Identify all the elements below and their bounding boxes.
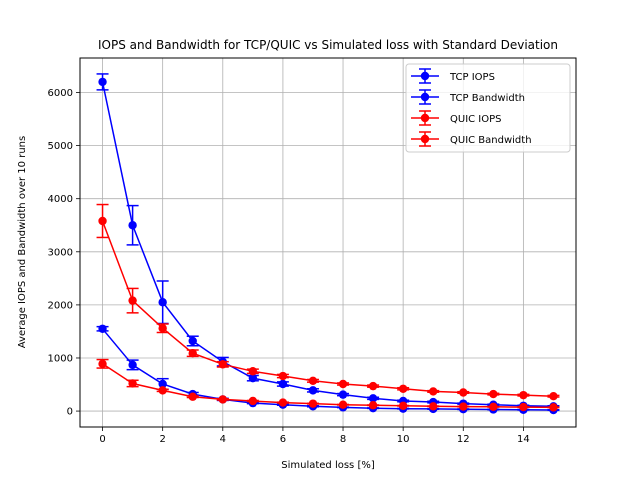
data-point bbox=[338, 379, 348, 389]
data-point bbox=[459, 388, 468, 397]
legend-label: QUIC Bandwidth bbox=[450, 135, 532, 146]
series-line bbox=[101, 328, 554, 411]
data-point bbox=[308, 386, 318, 395]
series-tcp-bandwidth bbox=[96, 324, 560, 415]
data-point bbox=[98, 359, 107, 369]
legend-entry: QUIC Bandwidth bbox=[411, 131, 532, 147]
x-tick-label: 6 bbox=[280, 434, 286, 445]
data-point bbox=[248, 373, 258, 383]
series-layer bbox=[96, 73, 560, 415]
data-point bbox=[489, 389, 498, 399]
data-point bbox=[278, 379, 288, 389]
axes-frame bbox=[79, 57, 577, 428]
legend-entry: QUIC IOPS bbox=[411, 110, 502, 126]
legend-entry: TCP IOPS bbox=[411, 68, 495, 84]
data-point bbox=[128, 296, 137, 305]
data-point bbox=[368, 394, 378, 403]
series-line bbox=[102, 363, 554, 409]
y-tick-label: 5000 bbox=[48, 141, 73, 152]
data-point bbox=[98, 324, 107, 333]
data-point bbox=[549, 403, 558, 412]
data-point bbox=[459, 402, 468, 411]
y-tick-label: 6000 bbox=[48, 88, 73, 99]
data-point bbox=[158, 386, 167, 395]
data-point bbox=[429, 402, 438, 411]
data-point bbox=[158, 298, 167, 307]
legend-marker bbox=[420, 134, 430, 144]
legend-marker bbox=[420, 71, 430, 81]
data-point bbox=[368, 401, 378, 410]
data-point bbox=[188, 392, 197, 401]
data-point bbox=[308, 399, 318, 408]
data-point bbox=[338, 390, 348, 399]
data-point bbox=[128, 360, 137, 370]
legend-marker bbox=[420, 92, 430, 102]
x-tick-label: 14 bbox=[517, 434, 530, 445]
data-point bbox=[188, 336, 197, 346]
legend-box bbox=[405, 63, 571, 153]
series-quic-iops bbox=[96, 203, 560, 401]
x-tick-label: 4 bbox=[220, 434, 226, 445]
y-tick-label: 1000 bbox=[48, 353, 73, 364]
data-point bbox=[128, 379, 137, 388]
data-point bbox=[368, 381, 378, 391]
data-point bbox=[429, 387, 438, 396]
series-line bbox=[101, 81, 554, 408]
data-point bbox=[158, 379, 167, 389]
x-tick-label: 12 bbox=[457, 434, 470, 445]
legend: TCP IOPS TCP Bandwidth QUIC IOPS QUIC Bandw… bbox=[405, 63, 571, 153]
y-tick-label: 3000 bbox=[48, 247, 73, 258]
data-point bbox=[398, 401, 408, 410]
x-tick-label: 0 bbox=[99, 434, 105, 445]
data-point bbox=[338, 400, 348, 409]
data-point bbox=[549, 392, 558, 401]
y-tick-label: 4000 bbox=[48, 194, 73, 205]
data-point bbox=[98, 216, 107, 226]
data-point bbox=[128, 221, 137, 230]
data-point bbox=[308, 376, 318, 386]
legend-marker bbox=[420, 113, 430, 123]
data-point bbox=[188, 349, 197, 358]
y-axis-label: Average IOPS and Bandwidth over 10 runs bbox=[17, 136, 28, 348]
data-point bbox=[398, 384, 408, 393]
data-point bbox=[98, 77, 107, 87]
series-quic-bandwidth bbox=[96, 358, 560, 412]
data-point bbox=[519, 402, 528, 412]
data-point bbox=[519, 390, 528, 400]
data-point bbox=[278, 398, 288, 407]
ticks: 0 2 4 6 8 10 12 14 0 1000 2000 3000 4000 5000 6000 bbox=[48, 88, 530, 445]
series-line bbox=[101, 220, 554, 397]
legend-label: TCP Bandwidth bbox=[449, 93, 525, 104]
data-point bbox=[248, 367, 258, 376]
x-tick-label: 2 bbox=[159, 434, 165, 445]
data-point bbox=[278, 371, 288, 381]
x-tick-label: 10 bbox=[397, 434, 410, 445]
legend-label: QUIC IOPS bbox=[450, 114, 502, 125]
chart-title: IOPS and Bandwidth for TCP/QUIC vs Simul… bbox=[98, 38, 558, 52]
data-point bbox=[218, 360, 227, 369]
data-point bbox=[248, 396, 258, 406]
legend-label: TCP IOPS bbox=[449, 72, 495, 83]
y-tick-label: 2000 bbox=[48, 300, 73, 311]
x-tick-label: 8 bbox=[340, 434, 346, 445]
data-point bbox=[489, 402, 498, 412]
data-point bbox=[218, 395, 227, 404]
data-point bbox=[158, 324, 167, 333]
x-axis-label: Simulated loss [%] bbox=[281, 460, 375, 471]
legend-entry: TCP Bandwidth bbox=[411, 89, 525, 105]
y-tick-label: 0 bbox=[67, 407, 73, 418]
